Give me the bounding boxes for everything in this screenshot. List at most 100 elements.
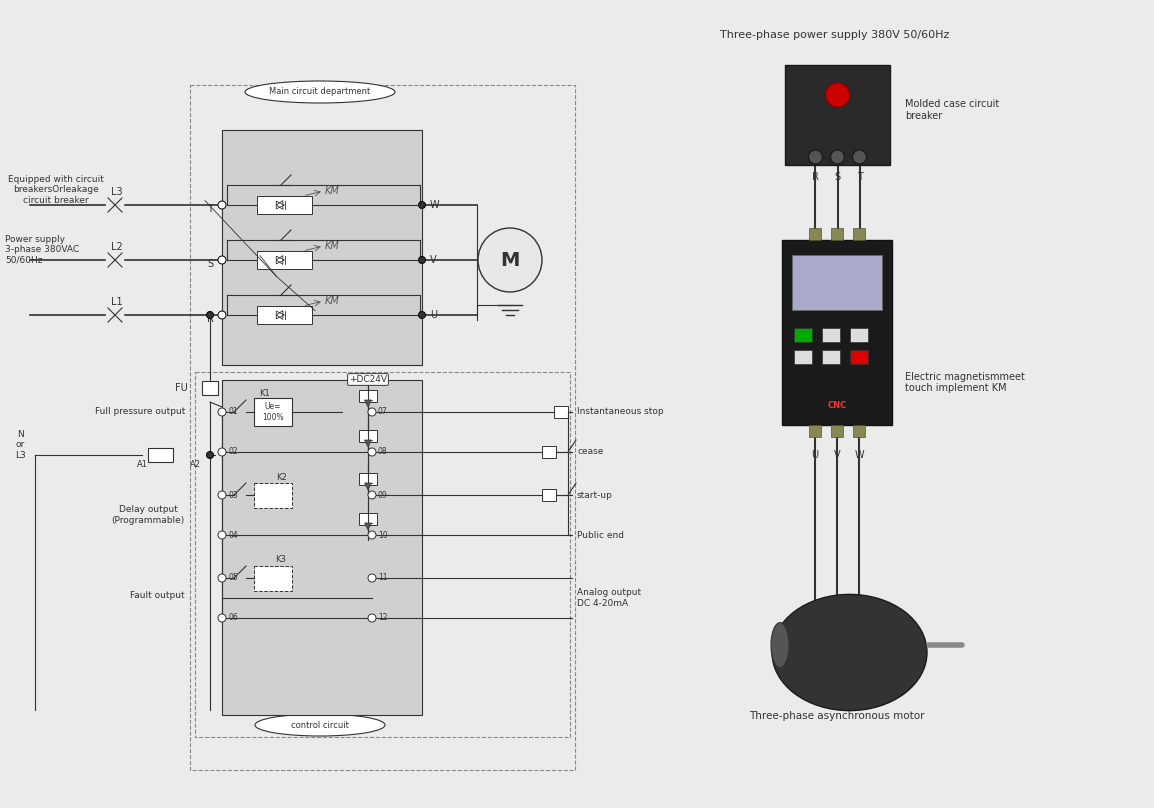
Circle shape [419, 312, 426, 318]
Circle shape [218, 491, 226, 499]
Text: +DC24V: +DC24V [349, 375, 387, 384]
Circle shape [368, 448, 376, 456]
FancyBboxPatch shape [202, 381, 218, 395]
Circle shape [218, 574, 226, 582]
Circle shape [478, 228, 542, 292]
Circle shape [831, 150, 845, 164]
Text: V: V [430, 255, 436, 265]
Text: 10: 10 [379, 531, 388, 540]
Text: A2: A2 [189, 461, 201, 469]
Text: W: W [430, 200, 440, 210]
Text: Public end: Public end [577, 531, 624, 540]
Text: start-up: start-up [577, 490, 613, 499]
Text: KM: KM [324, 241, 339, 251]
FancyBboxPatch shape [831, 228, 844, 240]
FancyBboxPatch shape [359, 430, 377, 442]
FancyBboxPatch shape [782, 240, 892, 425]
FancyBboxPatch shape [792, 255, 882, 310]
FancyBboxPatch shape [794, 328, 812, 342]
FancyBboxPatch shape [254, 483, 292, 508]
FancyBboxPatch shape [254, 398, 292, 426]
Circle shape [368, 614, 376, 622]
Text: 09: 09 [379, 490, 388, 499]
Text: 01: 01 [228, 407, 238, 416]
FancyBboxPatch shape [850, 350, 868, 364]
Circle shape [853, 150, 867, 164]
Circle shape [218, 408, 226, 416]
Circle shape [825, 83, 849, 107]
Text: KM: KM [324, 186, 339, 196]
Circle shape [368, 531, 376, 539]
Text: A1: A1 [136, 461, 148, 469]
Text: 08: 08 [379, 448, 388, 457]
Text: cease: cease [577, 448, 604, 457]
Circle shape [218, 311, 226, 319]
Text: K2: K2 [276, 473, 286, 482]
FancyBboxPatch shape [222, 380, 422, 715]
Text: CNC: CNC [827, 401, 847, 410]
FancyBboxPatch shape [542, 446, 556, 458]
Text: L3: L3 [111, 187, 122, 197]
Text: R: R [812, 172, 819, 182]
FancyBboxPatch shape [554, 406, 568, 418]
Polygon shape [365, 483, 372, 490]
Text: U: U [430, 310, 437, 320]
Text: M: M [501, 250, 519, 270]
Circle shape [809, 150, 823, 164]
Text: K1: K1 [258, 389, 269, 398]
Ellipse shape [255, 714, 385, 736]
Text: 03: 03 [228, 490, 238, 499]
Text: Equipped with circuit
breakersOrleakage
circuit breaker: Equipped with circuit breakersOrleakage … [8, 175, 104, 204]
Ellipse shape [245, 81, 395, 103]
Circle shape [207, 452, 213, 458]
Text: T: T [207, 204, 213, 214]
FancyBboxPatch shape [359, 513, 377, 525]
Text: Molded case circuit
breaker: Molded case circuit breaker [905, 99, 999, 121]
FancyBboxPatch shape [822, 350, 840, 364]
Circle shape [218, 201, 226, 209]
Polygon shape [365, 400, 372, 407]
FancyBboxPatch shape [831, 425, 844, 437]
Text: 11: 11 [379, 574, 388, 583]
Text: L2: L2 [111, 242, 122, 252]
Text: V: V [833, 450, 840, 460]
Text: Power supply
3-phase 380VAC
50/60Hz: Power supply 3-phase 380VAC 50/60Hz [5, 235, 80, 265]
Circle shape [218, 448, 226, 456]
FancyBboxPatch shape [148, 448, 173, 462]
Circle shape [218, 614, 226, 622]
Text: Three-phase asynchronous motor: Three-phase asynchronous motor [749, 711, 924, 722]
Circle shape [419, 256, 426, 263]
Text: 07: 07 [379, 407, 388, 416]
Text: control circuit: control circuit [291, 721, 349, 730]
Circle shape [218, 531, 226, 539]
Circle shape [218, 256, 226, 264]
FancyBboxPatch shape [794, 350, 812, 364]
Circle shape [368, 574, 376, 582]
Circle shape [419, 201, 426, 208]
Polygon shape [365, 523, 372, 530]
Ellipse shape [771, 623, 789, 667]
FancyBboxPatch shape [542, 489, 556, 501]
FancyBboxPatch shape [822, 328, 840, 342]
Text: Electric magnetismmeet
touch implement KM: Electric magnetismmeet touch implement K… [905, 372, 1025, 393]
FancyBboxPatch shape [254, 566, 292, 591]
FancyBboxPatch shape [853, 228, 866, 240]
Ellipse shape [772, 595, 927, 710]
Text: K3: K3 [276, 556, 286, 565]
Text: R: R [207, 314, 213, 324]
FancyBboxPatch shape [257, 306, 312, 324]
Text: W: W [854, 450, 864, 460]
FancyBboxPatch shape [785, 65, 890, 165]
Text: 06: 06 [228, 613, 238, 622]
Text: S: S [834, 172, 840, 182]
Text: Three-phase power supply 380V 50/60Hz: Three-phase power supply 380V 50/60Hz [720, 30, 950, 40]
Text: U: U [811, 450, 818, 460]
Text: Full pressure output: Full pressure output [95, 407, 185, 416]
Text: Main circuit department: Main circuit department [269, 87, 370, 96]
Text: S: S [207, 259, 213, 269]
Text: T: T [856, 172, 862, 182]
Text: 02: 02 [228, 448, 238, 457]
FancyBboxPatch shape [359, 473, 377, 485]
Polygon shape [365, 440, 372, 447]
Circle shape [368, 408, 376, 416]
